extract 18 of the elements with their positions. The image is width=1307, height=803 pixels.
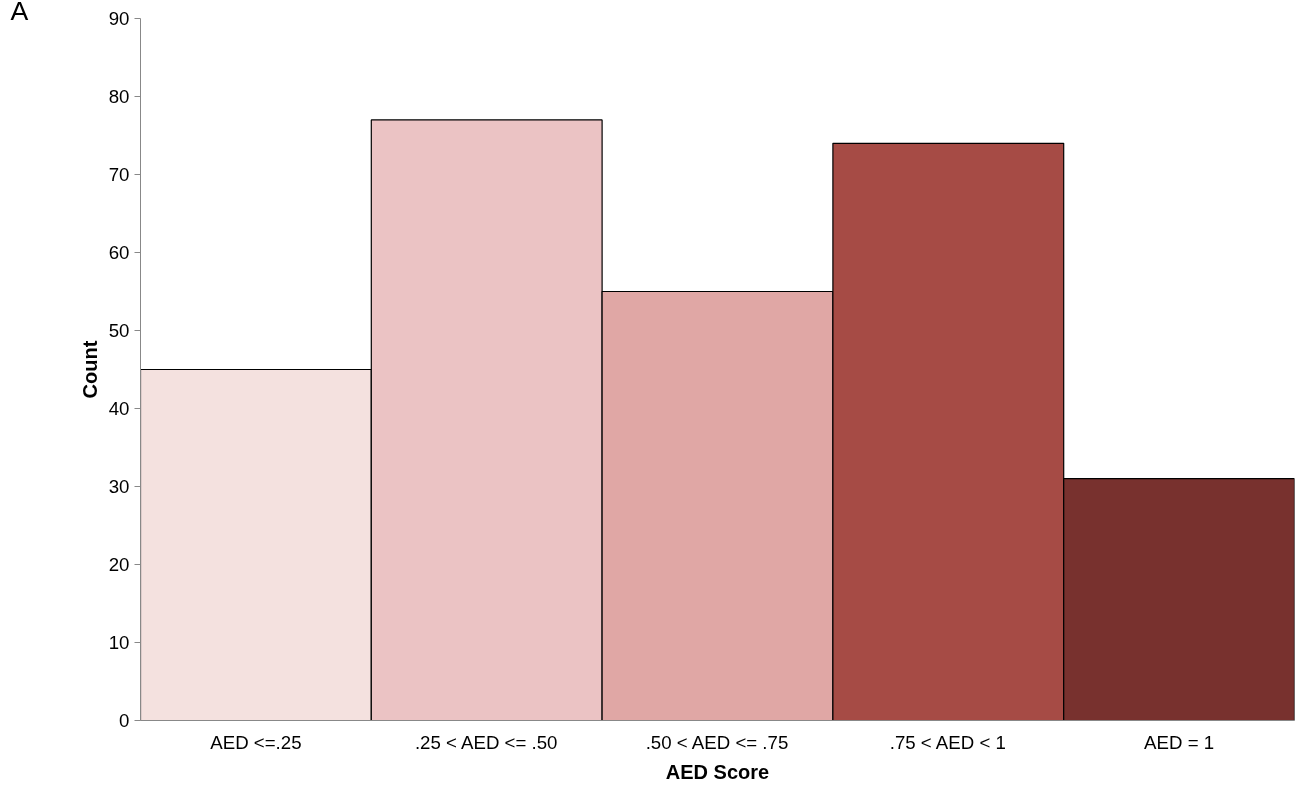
y-axis-title: Count <box>78 340 101 399</box>
x-axis-title: AED Score <box>665 760 770 783</box>
y-tick-label: 70 <box>108 164 130 185</box>
x-tick-label: .75 < AED < 1 <box>889 731 1006 753</box>
x-tick-label: AED = 1 <box>1144 731 1215 753</box>
y-tick-label: 60 <box>108 242 130 263</box>
y-tick-label: 30 <box>108 476 130 497</box>
y-tick-label: 90 <box>108 8 130 29</box>
x-tick-label: AED <=.25 <box>210 731 302 753</box>
y-tick-label: 20 <box>108 554 130 575</box>
y-tick-label: 0 <box>119 710 130 731</box>
x-tick-label: .25 < AED <= .50 <box>414 731 558 753</box>
x-tick-label: .50 < AED <= .75 <box>645 731 789 753</box>
y-tick-label: 50 <box>108 320 130 341</box>
y-tick-label: 80 <box>108 86 130 107</box>
text: A <box>10 0 29 26</box>
y-tick-label: 40 <box>108 398 130 419</box>
y-tick-label: 10 <box>108 632 130 653</box>
